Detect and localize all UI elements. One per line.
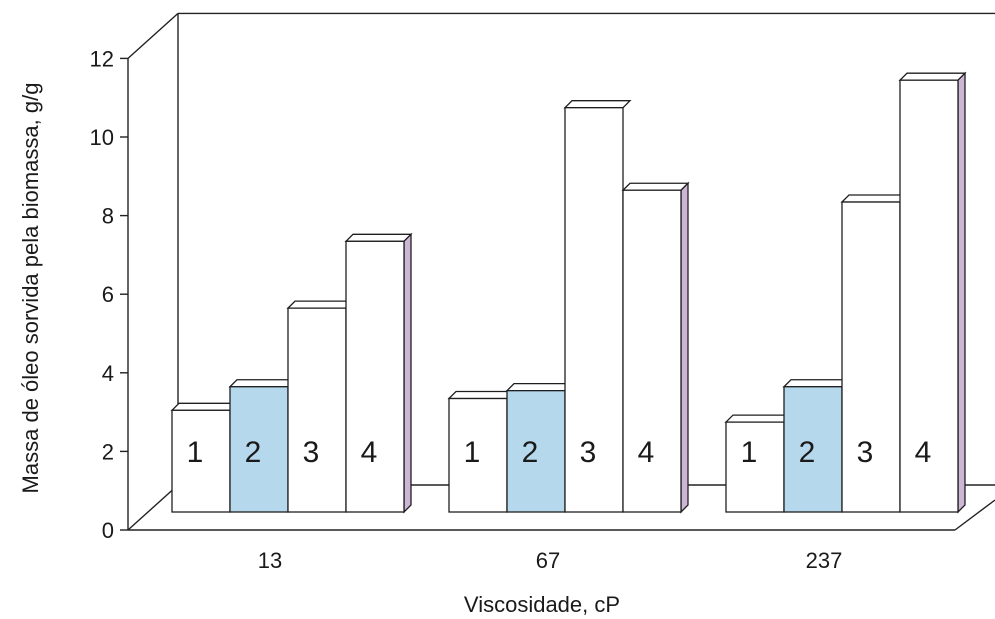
- bar-series-label: 4: [915, 436, 932, 469]
- x-axis-title: Viscosidade, cP: [464, 592, 620, 617]
- bar: [170, 402, 239, 513]
- bar-series-label: 1: [187, 436, 204, 469]
- bar: [898, 71, 967, 514]
- y-tick-label: 12: [90, 46, 114, 71]
- bar-front-face: [229, 386, 289, 513]
- bar: [840, 194, 909, 513]
- bar-series-label: 2: [799, 436, 816, 469]
- bar-front-face: [171, 409, 231, 513]
- y-tick-label: 4: [102, 361, 114, 386]
- bar-top-face: [447, 390, 516, 400]
- x-tick-label: 13: [258, 548, 282, 573]
- y-tick-label: 0: [102, 518, 114, 543]
- x-tick-label: 67: [536, 548, 560, 573]
- bar: [286, 300, 355, 513]
- floor-left-edge: [127, 484, 179, 531]
- x-tick-labels: 13 67 237: [258, 548, 843, 573]
- bar-series-label: 1: [464, 436, 481, 469]
- bar: [505, 383, 574, 513]
- y-tick-labels: 0 2 4 6 8 10 12: [90, 46, 128, 543]
- bar-top-face: [840, 194, 909, 203]
- y-tick-label: 2: [102, 439, 114, 464]
- bar-front-face: [783, 386, 843, 513]
- bar-top-face: [782, 379, 851, 388]
- bar: [621, 181, 690, 514]
- bar: [228, 379, 297, 513]
- x-tick-label: 237: [806, 548, 843, 573]
- bar-series-label: 4: [361, 436, 378, 469]
- bar-top-face: [344, 233, 413, 242]
- bar: [447, 390, 516, 513]
- bar-number-labels: 1 2 3 4 1 2 3 4 1 2 3 4: [187, 436, 932, 469]
- bar-front-face: [622, 189, 682, 513]
- bar-front-face: [841, 201, 901, 513]
- bar-side-face: [957, 71, 966, 514]
- y-tick-label: 8: [102, 204, 114, 229]
- y-tick-label: 10: [90, 125, 114, 150]
- bar-front-face: [287, 307, 347, 513]
- y-tick-label: 6: [102, 282, 114, 307]
- bar-top-face: [228, 379, 297, 388]
- bar-top-face: [563, 100, 632, 109]
- left-wall-top-edge: [127, 12, 179, 59]
- bars: [170, 71, 967, 514]
- bar-series-label: 2: [522, 436, 539, 469]
- bar-top-face: [621, 182, 690, 191]
- bar-top-face: [505, 383, 574, 392]
- bar: [782, 379, 851, 513]
- bar-top-face: [724, 414, 793, 423]
- bar-series-label: 2: [245, 436, 262, 469]
- bar-series-label: 1: [741, 436, 758, 469]
- bar-side-face: [680, 181, 689, 514]
- bar-series-label: 3: [580, 436, 597, 469]
- bar-series-label: 3: [303, 436, 320, 469]
- bar-top-face: [170, 402, 239, 411]
- floor-right-edge: [954, 499, 995, 531]
- bar-series-label: 3: [857, 436, 874, 469]
- bar: [344, 232, 413, 514]
- bar-front-face: [899, 79, 959, 513]
- bar-top-face: [898, 72, 967, 81]
- bar-side-face: [403, 232, 412, 514]
- bar: [563, 100, 632, 513]
- bar-front-face: [345, 240, 405, 513]
- bar: [724, 414, 793, 513]
- y-axis-title: Massa de óleo sorvida pela biomassa, g/g: [18, 83, 43, 494]
- bar-series-label: 4: [638, 436, 655, 469]
- bar-front-face: [725, 421, 785, 513]
- bar-top-face: [286, 300, 355, 309]
